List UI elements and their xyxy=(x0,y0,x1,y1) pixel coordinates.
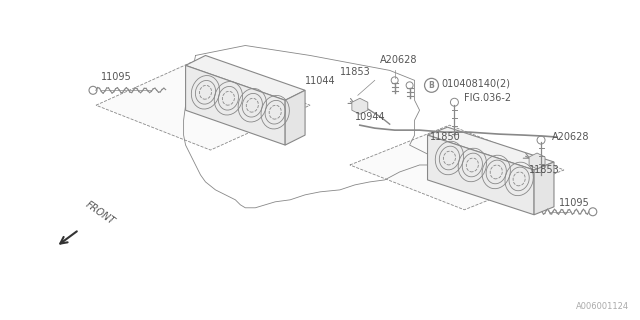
Polygon shape xyxy=(186,65,285,145)
Polygon shape xyxy=(350,125,564,210)
Text: 11853: 11853 xyxy=(340,68,371,77)
Text: 11853: 11853 xyxy=(529,165,560,175)
Text: FIG.036-2: FIG.036-2 xyxy=(465,93,511,103)
Text: 11095: 11095 xyxy=(101,72,132,82)
Text: 11095: 11095 xyxy=(559,198,589,208)
Text: A20628: A20628 xyxy=(552,132,589,142)
Polygon shape xyxy=(428,127,554,170)
Text: 11850: 11850 xyxy=(429,132,460,142)
Text: A006001124: A006001124 xyxy=(575,302,628,311)
Text: 11044: 11044 xyxy=(305,76,336,86)
Text: FRONT: FRONT xyxy=(84,199,117,227)
Text: 10944: 10944 xyxy=(355,112,385,122)
Polygon shape xyxy=(352,98,368,114)
Text: 010408140(2): 010408140(2) xyxy=(442,78,511,88)
Text: B: B xyxy=(429,81,435,90)
Text: A20628: A20628 xyxy=(380,55,417,65)
Polygon shape xyxy=(428,135,534,215)
Polygon shape xyxy=(96,60,310,150)
Polygon shape xyxy=(285,90,305,145)
Polygon shape xyxy=(186,55,305,100)
Polygon shape xyxy=(529,153,545,169)
Polygon shape xyxy=(534,162,554,215)
